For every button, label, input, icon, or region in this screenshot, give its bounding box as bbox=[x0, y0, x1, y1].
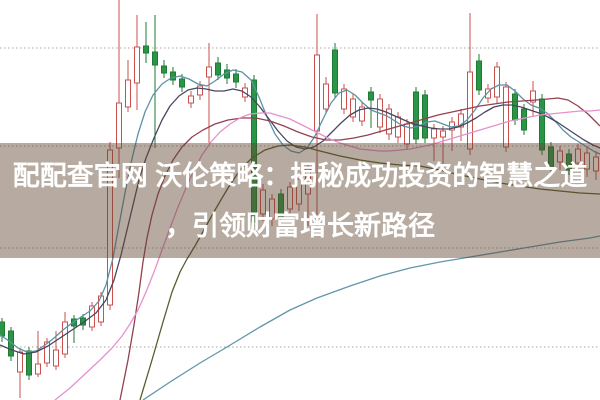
candle-body bbox=[62, 321, 68, 355]
candle-body bbox=[53, 349, 59, 367]
candle-body bbox=[566, 153, 572, 171]
candle-body bbox=[107, 149, 113, 306]
candle-body bbox=[440, 130, 446, 138]
candle-body bbox=[521, 108, 527, 131]
candle-body bbox=[44, 341, 50, 364]
candle-body bbox=[575, 148, 581, 164]
candle-body bbox=[296, 178, 302, 205]
candle-body bbox=[557, 150, 563, 163]
candle-body bbox=[278, 193, 284, 218]
candle-body bbox=[332, 49, 338, 94]
candle-body bbox=[386, 108, 392, 135]
candle-body bbox=[368, 91, 374, 101]
candle-body bbox=[26, 350, 32, 376]
candle-body bbox=[305, 168, 311, 195]
candle-body bbox=[0, 321, 5, 337]
candle-body bbox=[170, 71, 176, 81]
candle-body bbox=[485, 88, 491, 99]
candle-body bbox=[287, 186, 293, 210]
candle-body bbox=[350, 98, 356, 118]
candle-body bbox=[152, 51, 158, 66]
candle-body bbox=[215, 62, 221, 76]
candle-body bbox=[422, 94, 428, 139]
candle-body bbox=[206, 66, 212, 78]
ma-slow-olive bbox=[139, 144, 600, 400]
candle-body bbox=[161, 65, 167, 74]
candle-body bbox=[530, 90, 536, 103]
candle-body bbox=[116, 102, 122, 149]
candle-body bbox=[458, 113, 464, 128]
ma-mid-navy bbox=[0, 87, 600, 355]
candle-body bbox=[341, 88, 347, 110]
candle-body bbox=[233, 73, 239, 83]
candle-body bbox=[512, 93, 518, 121]
candle-body bbox=[503, 86, 509, 148]
candle-body bbox=[179, 78, 185, 88]
candle-body bbox=[71, 318, 77, 327]
candle-body bbox=[548, 146, 554, 169]
candle-body bbox=[269, 198, 275, 220]
ma-slow-pink bbox=[54, 109, 600, 400]
candle-body bbox=[359, 106, 365, 122]
candle-body bbox=[17, 351, 23, 373]
headline-overlay-band: 配配查官网 沃伦策略：揭秘成功投资的智慧之道 ，引领财富增长新路径 bbox=[0, 143, 600, 258]
candle-body bbox=[143, 45, 149, 54]
candle-body bbox=[188, 95, 194, 104]
candle-body bbox=[314, 54, 320, 132]
candle-body bbox=[476, 60, 482, 91]
candle-body bbox=[134, 46, 140, 84]
headline-line-1: 配配查官网 沃伦策略：揭秘成功投资的智慧之道 bbox=[12, 160, 588, 191]
ma-slowest-blue bbox=[142, 235, 600, 400]
candle-body bbox=[323, 83, 329, 110]
candle-body bbox=[260, 189, 266, 215]
candle-body bbox=[467, 71, 473, 150]
candle-body bbox=[593, 156, 599, 172]
headline-line-2: ，引领财富增长新路径 bbox=[165, 210, 435, 241]
candle-body bbox=[413, 91, 419, 140]
candle-body bbox=[251, 79, 257, 223]
candle-body bbox=[197, 85, 203, 96]
candle-body bbox=[125, 79, 131, 108]
candle-body bbox=[431, 128, 437, 139]
candle-body bbox=[494, 66, 500, 98]
candle-body bbox=[8, 330, 14, 357]
candle-body bbox=[35, 363, 41, 375]
candle-body bbox=[584, 152, 590, 170]
